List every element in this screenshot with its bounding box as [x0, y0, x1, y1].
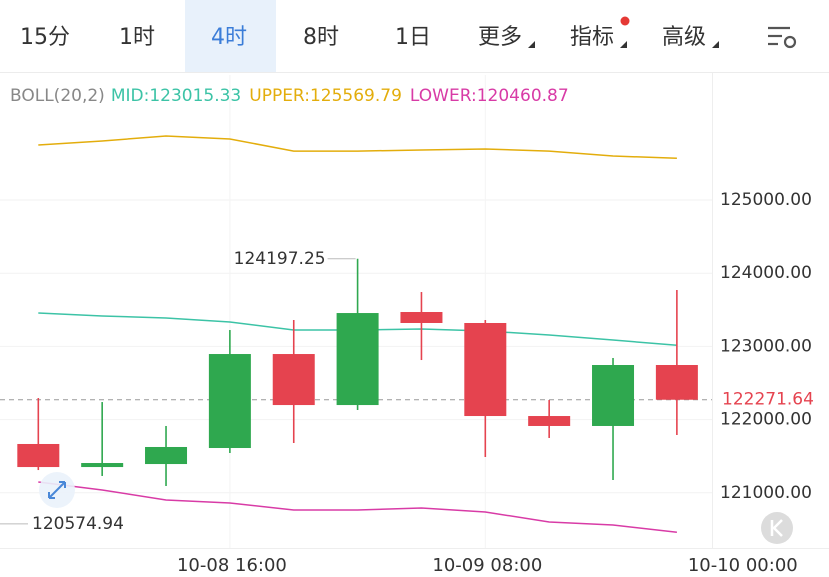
notification-dot [620, 16, 630, 26]
low-label: 120574.94 [32, 514, 124, 534]
tab[interactable]: 8时 [303, 25, 339, 50]
last-price-label: 122271.64 [722, 390, 814, 410]
candle-body [208, 354, 251, 449]
dropdown-caret [712, 41, 719, 48]
tab[interactable]: 高级 [662, 25, 706, 50]
y-tick-label: 125000.00 [720, 190, 812, 210]
tab[interactable]: 更多 [478, 25, 522, 50]
high-label: 124197.25 [234, 249, 326, 269]
legend-name: MID: [111, 86, 150, 106]
y-tick-label: 124000.00 [720, 263, 812, 283]
legend-value: 125569.79 [310, 86, 402, 106]
settings-icon[interactable] [768, 26, 797, 49]
candle-body [464, 322, 507, 417]
x-tick-label: 10-09 08:00 [432, 555, 542, 576]
y-tick-label: 122000.00 [720, 410, 812, 430]
legend-value: 123015.33 [149, 86, 241, 106]
expand-icon[interactable] [39, 472, 75, 508]
boll-line [38, 481, 677, 534]
dropdown-caret [528, 41, 535, 48]
tab[interactable]: 15分 [20, 25, 70, 50]
y-tick-label: 121000.00 [720, 483, 812, 503]
y-tick-label: 123000.00 [720, 336, 812, 356]
toolbar: 15分 1时 4时 8时 1日 更多 指标 高级 [20, 25, 706, 50]
indicator-name: BOLL(20,2) [10, 86, 105, 106]
candle-body [272, 354, 315, 406]
candle-body [145, 446, 188, 465]
x-tick-label: 10-08 16:00 [177, 555, 287, 576]
legend-name: UPPER: [249, 86, 310, 106]
candle-body [592, 365, 635, 426]
legend-name: LOWER: [410, 86, 477, 106]
legend-value: 120460.87 [477, 86, 569, 106]
tab[interactable]: 1时 [119, 25, 155, 50]
candle-body [528, 416, 571, 426]
tab[interactable]: 指标 [570, 25, 614, 50]
candle-body [400, 312, 443, 323]
x-tick-label: 10-10 00:00 [688, 555, 798, 576]
plot-area: 121000.00 122000.00 123000.00 124000.00 1250… [0, 75, 814, 576]
dropdown-caret [620, 41, 627, 48]
candle-body [655, 365, 698, 400]
candle-body [336, 313, 379, 406]
jump-latest-button[interactable] [761, 512, 793, 544]
selected-tab-bg [185, 0, 276, 72]
boll-line [38, 135, 677, 160]
tab[interactable]: 4时 [211, 25, 247, 50]
tab[interactable]: 1日 [395, 25, 431, 50]
legend: BOLL(20,2) MID:123015.33 UPPER:125569.79 LO… [10, 86, 569, 106]
candle-body [81, 463, 124, 468]
candle-body [17, 443, 60, 468]
